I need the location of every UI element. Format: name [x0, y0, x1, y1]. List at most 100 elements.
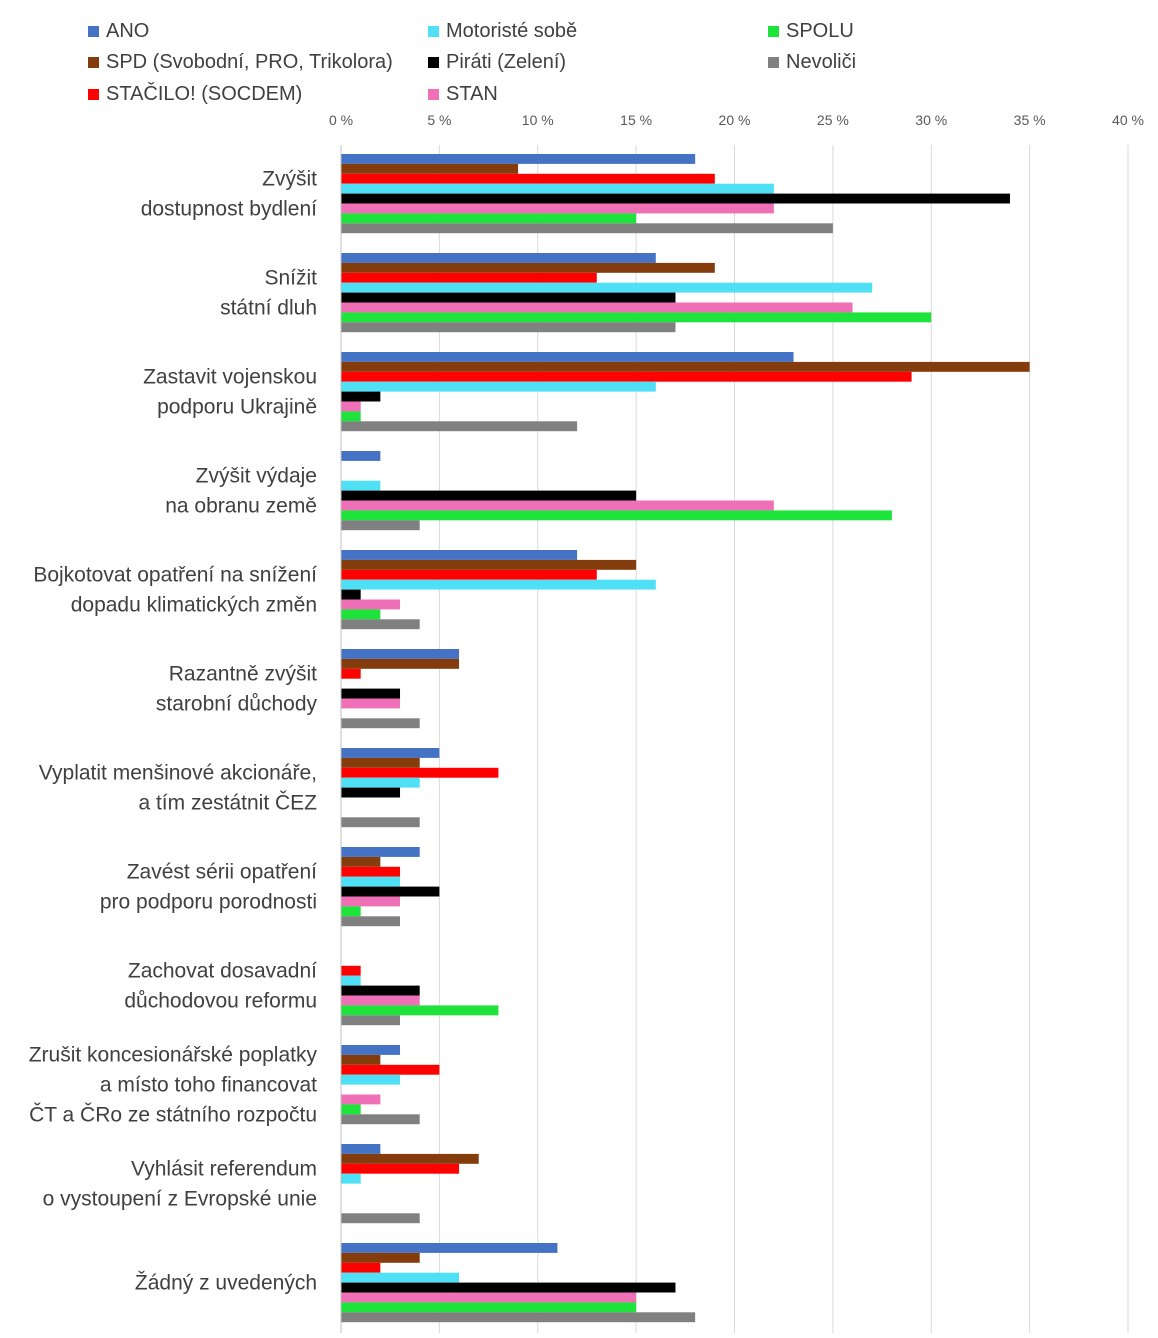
- category-label: Zachovat dosavadní důchodovou reformu: [124, 960, 317, 1013]
- bar: [341, 658, 460, 669]
- category-label: Zvýšit dostupnost bydlení: [141, 168, 317, 221]
- bar: [341, 847, 420, 857]
- bar: [341, 718, 420, 729]
- bar: [341, 500, 774, 511]
- bar: [341, 995, 420, 1006]
- bar: [341, 688, 401, 699]
- bar: [341, 569, 597, 580]
- bar: [341, 896, 401, 907]
- bar: [341, 550, 578, 560]
- bar: [341, 203, 774, 214]
- bar: [341, 916, 401, 927]
- legend-item: STAČILO! (SOCDEM): [88, 83, 302, 106]
- bar: [341, 480, 381, 491]
- legend-swatch: [88, 89, 99, 100]
- bar: [341, 381, 656, 392]
- bar: [341, 1272, 460, 1283]
- bar: [341, 767, 499, 778]
- x-tick-label: 0 %: [329, 112, 353, 128]
- bar: [341, 154, 696, 164]
- legend-label: SPOLU: [786, 20, 854, 42]
- category-label: Zavést sérii opatření pro podporu porodno…: [100, 861, 317, 914]
- bar: [341, 906, 361, 917]
- bar: [341, 312, 932, 323]
- bar: [341, 1005, 499, 1016]
- legend-label: STAN: [446, 83, 498, 105]
- legend-item: SPOLU: [768, 20, 854, 43]
- x-tick-label: 15 %: [620, 112, 652, 128]
- bar: [341, 213, 637, 224]
- bar: [341, 421, 578, 432]
- category-label: Vyplatit menšinové akcionáře, a tím zestá…: [39, 762, 317, 815]
- bar: [341, 965, 361, 976]
- legend-label: Motoristé sobě: [446, 20, 578, 42]
- x-tick-label: 35 %: [1014, 112, 1046, 128]
- legend-label: SPD (Svobodní, PRO, Trikolora): [106, 51, 393, 73]
- bar: [341, 975, 361, 986]
- bar: [341, 559, 637, 570]
- legend-swatch: [768, 57, 779, 68]
- bar: [341, 510, 892, 521]
- legend-item: Piráti (Zelení): [428, 51, 566, 74]
- bar: [341, 668, 361, 679]
- category-label: Zvýšit výdaje na obranu země: [165, 465, 317, 518]
- bar: [341, 1282, 676, 1293]
- bar: [341, 262, 715, 273]
- bar: [341, 1302, 637, 1313]
- bar: [341, 985, 420, 996]
- legend-swatch: [88, 57, 99, 68]
- bar: [341, 391, 381, 402]
- legend-label: Nevoliči: [786, 51, 857, 73]
- legend-item: Motoristé sobě: [428, 20, 577, 43]
- bar: [341, 1045, 401, 1055]
- legend-label: ANO: [106, 20, 150, 42]
- bar: [341, 1252, 420, 1263]
- bar: [341, 1114, 420, 1125]
- bar: [341, 1213, 420, 1224]
- category-label: Bojkotovat opatření na snížení dopadu kli…: [33, 564, 317, 617]
- x-tick-label: 30 %: [915, 112, 947, 128]
- bar: [341, 619, 420, 630]
- bar: [341, 609, 381, 620]
- legend-swatch: [428, 89, 439, 100]
- bar: [341, 1144, 381, 1154]
- bar: [341, 787, 401, 798]
- bar: [341, 1312, 696, 1323]
- bar: [341, 451, 381, 461]
- bar: [341, 272, 597, 283]
- legend-swatch: [428, 57, 439, 68]
- legend-swatch: [768, 26, 779, 37]
- bar: [341, 352, 794, 362]
- bar: [341, 698, 401, 709]
- bar: [341, 866, 401, 877]
- category-label: Vyhlásit referendum o vystoupení z Evrops…: [43, 1158, 317, 1211]
- legend-swatch: [428, 26, 439, 37]
- bar: [341, 589, 361, 600]
- bar: [341, 173, 715, 184]
- bar: [341, 1064, 440, 1075]
- bar: [341, 253, 656, 263]
- category-label: Žádný z uvedených: [135, 1272, 317, 1295]
- bar: [341, 748, 440, 758]
- legend-item: STAN: [428, 83, 498, 106]
- bar: [341, 1104, 361, 1115]
- bar: [341, 579, 656, 590]
- legend-swatch: [88, 26, 99, 37]
- category-label: Zastavit vojenskou podporu Ukrajině: [143, 366, 317, 419]
- x-tick-label: 25 %: [817, 112, 849, 128]
- bar: [341, 1054, 381, 1065]
- bar: [341, 777, 420, 788]
- x-tick-label: 40 %: [1112, 112, 1144, 128]
- bar: [341, 1243, 558, 1253]
- x-tick-label: 10 %: [522, 112, 554, 128]
- bar: [341, 520, 420, 531]
- bar: [341, 1153, 479, 1164]
- bar: [341, 223, 833, 234]
- legend-label: Piráti (Zelení): [446, 51, 567, 73]
- bar: [341, 322, 676, 333]
- bar: [341, 856, 381, 867]
- bar: [341, 371, 912, 382]
- bar: [341, 282, 873, 293]
- x-tick-label: 5 %: [427, 112, 451, 128]
- bar: [341, 1094, 381, 1105]
